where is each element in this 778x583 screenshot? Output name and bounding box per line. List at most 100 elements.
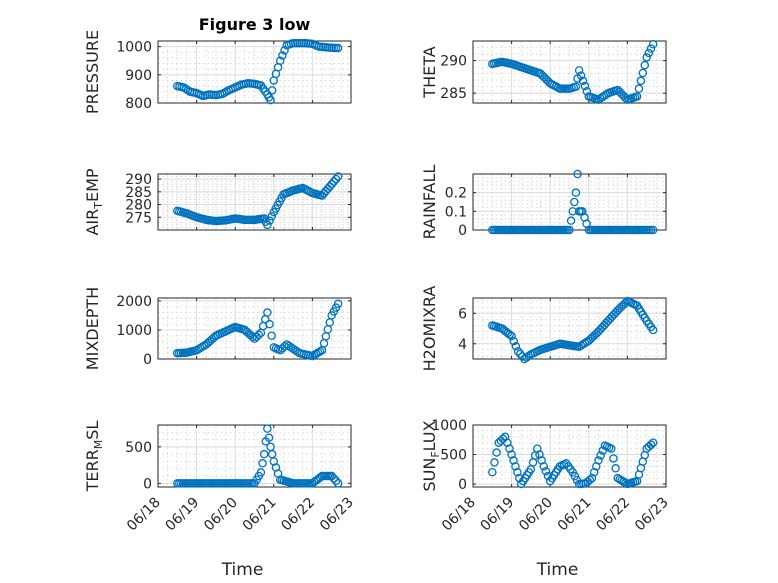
data-point	[518, 352, 527, 361]
data-point	[333, 299, 343, 309]
data-point	[640, 60, 650, 70]
subplot-h2omixra: 4 6 H2OMIXRA	[420, 286, 667, 371]
y-tick-label: 290	[125, 172, 152, 188]
y-tick-label: 1000	[116, 40, 152, 56]
x-tick-label: 06/21	[240, 495, 280, 535]
data-point	[331, 476, 341, 486]
data-point	[646, 440, 656, 449]
data-point	[571, 188, 581, 197]
data-point	[574, 66, 584, 75]
data-point	[315, 347, 325, 356]
data-point	[571, 82, 581, 91]
x-tick-label: 06/21	[555, 495, 595, 535]
data-point	[333, 43, 343, 53]
data-point	[596, 451, 605, 460]
data-point	[505, 330, 514, 339]
axes-frame	[157, 40, 352, 104]
y-tick-label: 290	[440, 54, 467, 70]
y-tick-label: 0	[143, 352, 152, 368]
data-point	[333, 479, 343, 488]
axes-frame	[157, 297, 352, 360]
data-point	[507, 331, 516, 341]
y-tick-label: 900	[125, 68, 152, 84]
figure-title: Figure 3 low	[199, 15, 311, 34]
data-point	[264, 433, 274, 443]
data-point	[634, 84, 644, 93]
data-point	[267, 212, 276, 221]
y-axis-label: MIXDEPTH	[83, 287, 102, 370]
data-point	[648, 40, 658, 49]
data-point	[280, 342, 289, 351]
x-tick-label: 06/20	[201, 495, 241, 535]
data-point	[638, 68, 648, 78]
y-axis-label: AIRTEMP	[83, 168, 105, 235]
data-point	[573, 169, 582, 179]
data-point	[280, 46, 289, 55]
y-tick-label: 800	[125, 96, 152, 112]
y-tick-label: 0	[458, 223, 467, 239]
y-tick-label: 0.1	[445, 204, 467, 220]
data-point	[578, 76, 588, 86]
data-point	[179, 83, 188, 92]
data-point	[576, 71, 586, 80]
data-point	[543, 471, 553, 481]
x-tick-label: 06/18	[439, 495, 479, 535]
data-series	[173, 172, 343, 230]
data-point	[265, 216, 274, 225]
data-point	[325, 182, 335, 191]
data-point	[263, 220, 272, 230]
data-point	[609, 454, 618, 463]
y-tick-label: 285	[440, 86, 467, 102]
data-point	[267, 331, 276, 341]
data-point	[254, 330, 264, 340]
data-point	[582, 87, 592, 96]
data-point	[632, 92, 642, 101]
data-point	[511, 462, 520, 471]
data-point	[507, 450, 516, 459]
subplot-mixdepth: 0 1000 2000 MIXDEPTH	[83, 287, 352, 370]
data-point	[585, 475, 595, 485]
y-axis-label: TERRMSL	[83, 421, 105, 493]
subplot-pressure: 800 900 1000 PRESSURE	[83, 30, 352, 114]
x-tick-label: 06/19	[163, 495, 203, 535]
y-axis-label: RAINFALL	[420, 165, 439, 240]
data-point	[648, 225, 658, 235]
data-point	[181, 84, 191, 94]
data-point	[263, 308, 272, 317]
data-point	[541, 467, 551, 476]
data-point	[275, 56, 285, 65]
data-point	[278, 51, 287, 60]
x-tick-label: 06/23	[317, 495, 357, 535]
x-axis-label-right: Time	[536, 560, 579, 580]
y-tick-label: 2000	[116, 294, 152, 310]
y-tick-label: 500	[440, 448, 467, 464]
data-point	[333, 172, 343, 181]
data-point	[266, 95, 275, 105]
data-point	[642, 53, 651, 62]
y-tick-label: 0.2	[445, 186, 467, 202]
data-point	[327, 179, 336, 189]
y-tick-label: 275	[125, 210, 152, 226]
data-point	[607, 444, 616, 453]
x-tick-label: 06/18	[124, 495, 164, 535]
data-point	[570, 197, 579, 207]
data-point	[636, 76, 646, 86]
y-tick-label: 500	[125, 440, 152, 456]
data-point	[515, 349, 525, 359]
data-point	[329, 177, 339, 186]
data-series	[488, 296, 658, 364]
axes-frame	[472, 40, 667, 104]
x-tick-label: 06/22	[278, 495, 318, 535]
y-tick-label: 280	[125, 198, 152, 214]
y-axis-label: THETA	[420, 46, 439, 98]
data-point	[492, 448, 501, 457]
data-point	[648, 325, 658, 335]
subplot-rainfall: 0 0.1 0.2 RAINFALL	[420, 165, 667, 240]
data-point	[568, 207, 577, 216]
y-axis-label: PRESSURE	[83, 30, 102, 114]
data-point	[267, 86, 277, 95]
data-point	[329, 474, 339, 483]
